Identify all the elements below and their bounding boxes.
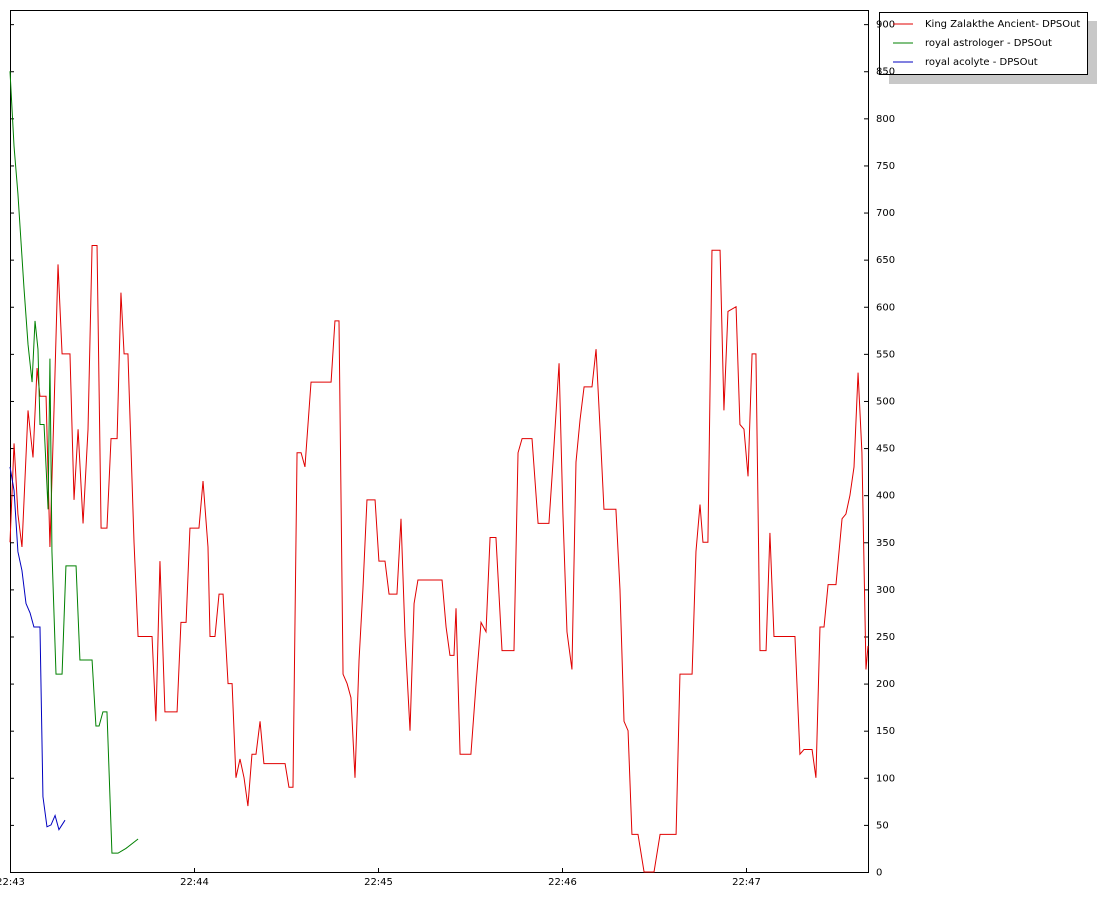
- y-tick-label: 550: [876, 349, 895, 360]
- x-tick-label: 22:46: [548, 877, 577, 888]
- y-tick-label: 0: [876, 868, 882, 879]
- y-tick-label: 350: [876, 538, 895, 549]
- plot-frame: [10, 10, 869, 873]
- y-tick-label: 600: [876, 302, 895, 313]
- y-tick-label: 300: [876, 585, 895, 596]
- y-tick-label: 500: [876, 396, 895, 407]
- y-tick-label: 250: [876, 632, 895, 643]
- y-tick-label: 650: [876, 255, 895, 266]
- y-tick-label: 900: [876, 20, 895, 31]
- x-tick-label: 22:45: [364, 877, 393, 888]
- y-tick-label: 150: [876, 726, 895, 737]
- x-tick-label: 22:43: [0, 877, 25, 888]
- y-tick-label: 700: [876, 208, 895, 219]
- y-tick-label: 400: [876, 491, 895, 502]
- y-tick-label: 750: [876, 161, 895, 172]
- y-tick-label: 850: [876, 67, 895, 78]
- legend-label: royal astrologer - DPSOut: [925, 38, 1052, 49]
- x-tick-label: 22:44: [180, 877, 209, 888]
- legend-label: royal acolyte - DPSOut: [925, 57, 1038, 68]
- series-line: [9, 466, 66, 831]
- legend: [879, 12, 1088, 75]
- x-tick-label: 22:47: [732, 877, 761, 888]
- y-tick-label: 50: [876, 820, 889, 831]
- y-tick-label: 800: [876, 114, 895, 125]
- y-tick-label: 200: [876, 679, 895, 690]
- plot-area: [9, 24, 869, 873]
- series-line: [9, 245, 869, 873]
- y-tick-label: 100: [876, 773, 895, 784]
- y-tick-label: 450: [876, 444, 895, 455]
- legend-label: King Zalakthe Ancient- DPSOut: [925, 19, 1080, 30]
- series-line: [9, 71, 139, 854]
